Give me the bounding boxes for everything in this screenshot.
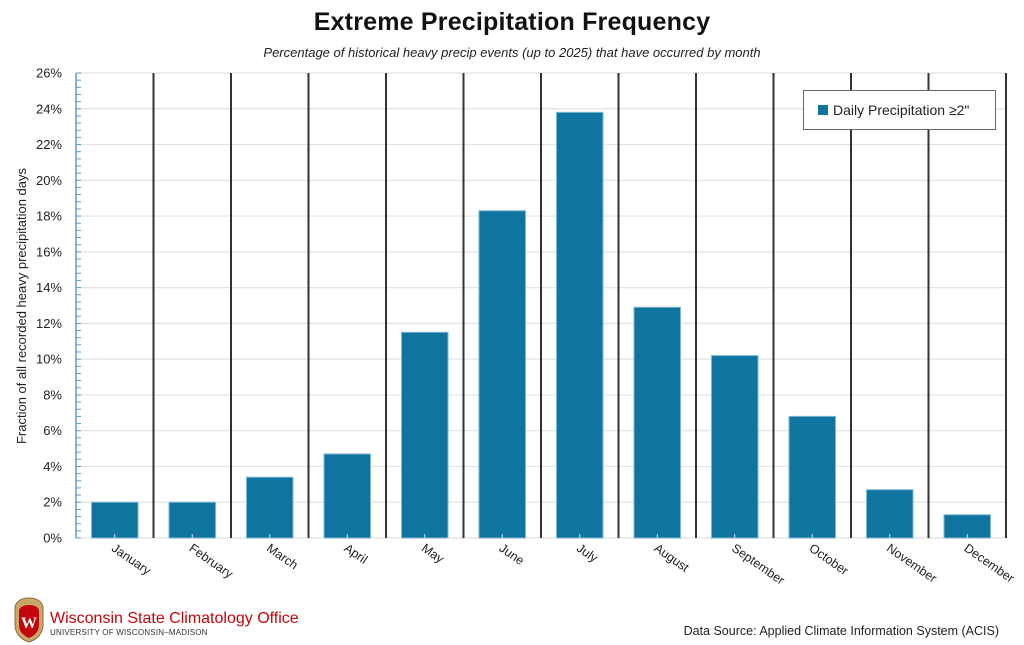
x-tick-label: June (497, 541, 527, 568)
y-tick-label: 6% (43, 423, 62, 438)
month-separators (152, 73, 1007, 538)
x-tick-label: December (962, 541, 1017, 586)
y-tick-label: 22% (36, 137, 62, 152)
y-tick-label: 18% (36, 209, 62, 224)
x-tick-label: July (574, 541, 601, 566)
bar-june (478, 210, 526, 539)
legend: Daily Precipitation ≥2" (803, 90, 996, 130)
x-tick-label: April (342, 541, 371, 567)
bar-march (246, 476, 294, 539)
bar-september (711, 355, 759, 539)
y-tick-label: 2% (43, 495, 62, 510)
organization-name: Wisconsin State Climatology Office (50, 610, 299, 627)
data-source: Data Source: Applied Climate Information… (683, 624, 999, 638)
x-tick-label: March (264, 541, 301, 572)
y-axis-label: Fraction of all recorded heavy precipita… (14, 167, 29, 444)
y-tick-label: 20% (36, 173, 62, 188)
x-tick-label: May (419, 541, 447, 566)
y-tick-label: 8% (43, 387, 62, 402)
uw-crest-logo-icon: W (14, 597, 44, 643)
bar-may (401, 331, 449, 539)
x-tick-label: February (187, 541, 237, 582)
organization-subtitle: UNIVERSITY OF WISCONSIN–MADISON (50, 628, 208, 637)
y-tick-label: 24% (36, 101, 62, 116)
x-tick-label: October (807, 541, 851, 578)
bars (91, 111, 991, 539)
x-tick-label: November (884, 541, 939, 586)
logo-letter: W (21, 615, 37, 632)
y-tick-label: 10% (36, 352, 62, 367)
y-tick-label: 12% (36, 316, 62, 331)
bar-chart: 0% 2% 4% 6% 8% 10% 12% 14% 16% 18% 20% 22% 24% 26% Ja… (14, 66, 1017, 588)
chart-subtitle: Percentage of historical heavy precip ev… (263, 45, 761, 60)
x-tick-label: August (652, 541, 692, 575)
y-tick-labels: 0% 2% 4% 6% 8% 10% 12% 14% 16% 18% 20% 22% 24% 26% (36, 66, 62, 546)
bar-january (91, 501, 139, 539)
y-tick-label: 4% (43, 459, 62, 474)
bar-november (866, 489, 914, 539)
x-tick-label: September (729, 541, 787, 588)
bar-august (633, 306, 681, 539)
chart-title: Extreme Precipitation Frequency (313, 8, 711, 36)
legend-swatch (818, 105, 828, 115)
y-tick-label: 26% (36, 66, 62, 81)
bar-july (556, 111, 604, 539)
bar-april (323, 453, 371, 539)
x-tick-label: January (109, 541, 154, 578)
bar-february (168, 501, 216, 539)
y-tick-label: 0% (43, 531, 62, 546)
legend-label: Daily Precipitation ≥2" (833, 102, 970, 118)
bar-october (788, 415, 836, 539)
y-tick-label: 16% (36, 244, 62, 259)
y-axis (75, 72, 81, 539)
y-tick-label: 14% (36, 280, 62, 295)
x-tick-labels: January February March April May June July Augu… (109, 541, 1017, 588)
